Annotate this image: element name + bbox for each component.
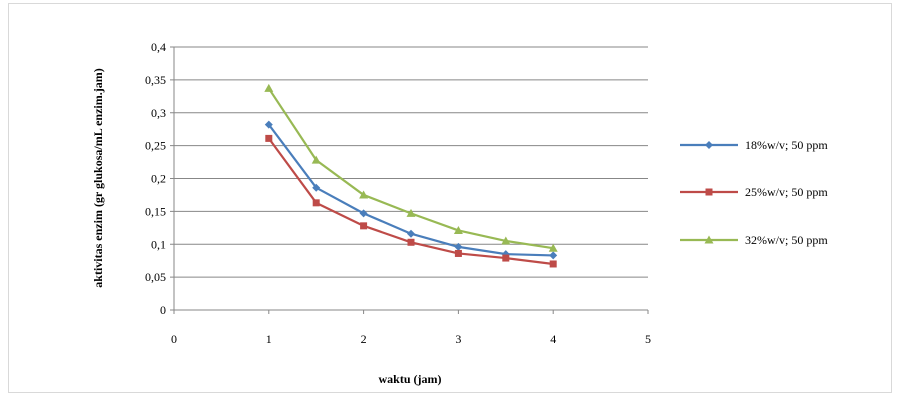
data-point — [359, 190, 369, 199]
data-point — [360, 222, 368, 230]
data-point — [359, 209, 368, 218]
y-tick-label: 0,1 — [151, 237, 166, 251]
legend: 18%w/v; 50 ppm 25%w/v; 50 ppm 32%w/v; 50 p… — [680, 138, 828, 247]
legend-label: 18%w/v; 50 ppm — [745, 138, 828, 152]
data-point — [705, 141, 713, 149]
data-point — [312, 183, 321, 192]
x-tick-label: 2 — [361, 332, 367, 346]
x-tick-labels: 0 1 2 3 4 5 — [171, 332, 651, 346]
y-tick-label: 0,05 — [145, 270, 166, 284]
data-point — [502, 254, 510, 262]
data-point — [407, 238, 415, 246]
y-tick-label: 0,2 — [151, 172, 166, 186]
data-point — [549, 260, 557, 268]
data-point — [265, 134, 273, 142]
data-point — [453, 225, 463, 234]
gridlines — [174, 46, 648, 278]
y-tick-label: 0,3 — [151, 106, 166, 120]
data-point — [548, 243, 558, 252]
data-point — [549, 251, 558, 260]
y-tick-label: 0,4 — [151, 40, 166, 54]
y-tick-label: 0,15 — [145, 204, 166, 218]
x-tick-label: 3 — [455, 332, 461, 346]
data-point — [704, 235, 714, 244]
y-axis-title: aktivitas enzim (gr glukosa/mL enzim.jam… — [91, 68, 105, 287]
x-tick-label: 1 — [266, 332, 272, 346]
x-axis-title: waktu (jam) — [379, 372, 442, 386]
data-point — [407, 229, 415, 238]
data-point — [311, 155, 321, 164]
x-tick-label: 5 — [645, 332, 651, 346]
data-point — [454, 249, 462, 257]
legend-label: 32%w/v; 50 ppm — [745, 233, 828, 247]
series-lines — [264, 83, 558, 268]
y-tick-label: 0,35 — [145, 73, 166, 87]
y-tick-label: 0,25 — [145, 139, 166, 153]
data-point — [454, 242, 463, 251]
data-point — [705, 188, 713, 196]
data-point — [406, 208, 416, 217]
x-tick-label: 4 — [550, 332, 556, 346]
data-point — [501, 236, 511, 245]
legend-label: 25%w/v; 50 ppm — [745, 185, 828, 199]
data-point — [312, 199, 320, 207]
data-point — [264, 83, 274, 92]
axes — [170, 46, 649, 314]
chart-frame — [8, 3, 892, 393]
y-tick-label: 0 — [160, 303, 166, 317]
y-tick-labels: 0 0,05 0,1 0,15 0,2 0,25 0,3 0,35 0,4 — [145, 40, 166, 317]
data-point — [264, 120, 273, 129]
x-tick-label: 0 — [171, 332, 177, 346]
